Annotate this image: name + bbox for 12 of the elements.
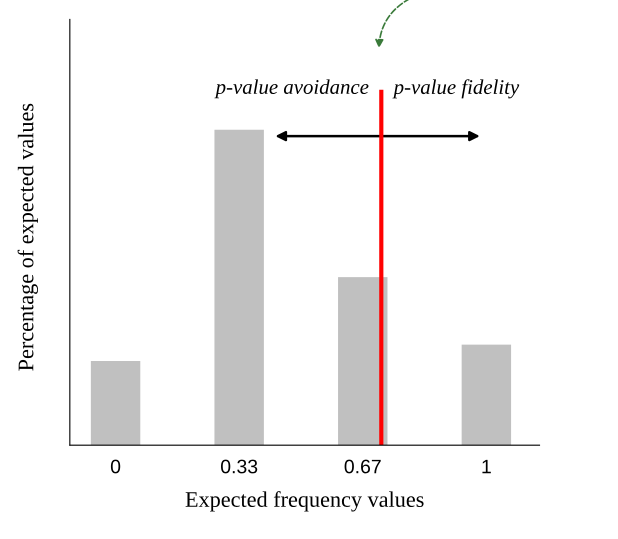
x-tick-label: 0.67 xyxy=(344,460,381,474)
text: p-value avoidance xyxy=(214,79,368,98)
bar xyxy=(90,361,140,446)
x-tick-label: 0.33 xyxy=(221,460,258,474)
x-axis-title: Expected frequency values xyxy=(186,491,424,512)
bar xyxy=(338,277,388,446)
bar xyxy=(462,344,512,446)
y-axis-title: Percentage of expected values xyxy=(18,104,38,371)
text: p-value fidelity xyxy=(392,79,520,98)
x-tick-label: 1 xyxy=(482,460,491,474)
bar xyxy=(214,130,264,446)
x-tick-label: 0 xyxy=(110,460,120,474)
